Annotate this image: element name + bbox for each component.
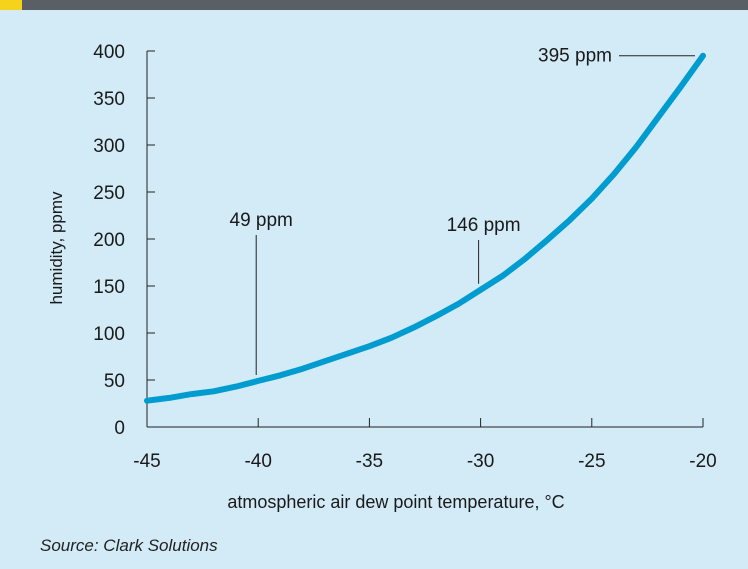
y-tick-label: 250	[93, 183, 125, 204]
series	[144, 52, 706, 404]
y-tick-label: 300	[93, 136, 125, 157]
x-tick-label: -20	[689, 451, 716, 472]
x-tick-label: -45	[133, 451, 160, 472]
x-tick-label: -35	[356, 451, 383, 472]
y-axis-label: humidity, ppmv	[47, 191, 66, 305]
x-tick-label: -30	[467, 451, 494, 472]
y-tick-label: 50	[104, 371, 125, 392]
series-line	[144, 52, 706, 404]
y-tick-label: 150	[93, 277, 125, 298]
header-bar	[0, 0, 748, 10]
x-tick-label: -25	[578, 451, 605, 472]
annotation-label: 146 ppm	[447, 215, 521, 236]
annotation-label: 395 ppm	[538, 46, 612, 67]
y-tick-label: 350	[93, 89, 125, 110]
x-axis-label: atmospheric air dew point temperature, °…	[227, 492, 564, 512]
source-note: Source: Clark Solutions	[40, 536, 218, 555]
annotations: 49 ppm 146 ppm 395 ppm	[230, 46, 695, 375]
header-accent	[0, 0, 22, 10]
y-tick-label: 100	[93, 324, 125, 345]
annotation-label: 49 ppm	[230, 210, 293, 231]
y-tick-label: 0	[114, 418, 125, 439]
y-axis: 0 50 100 150 200 250 300 350 400	[93, 42, 155, 439]
y-tick-label: 400	[93, 42, 125, 63]
x-axis: -45 -40 -35 -30 -25 -20	[133, 418, 717, 472]
y-tick-label: 200	[93, 230, 125, 251]
x-tick-label: -40	[244, 451, 271, 472]
